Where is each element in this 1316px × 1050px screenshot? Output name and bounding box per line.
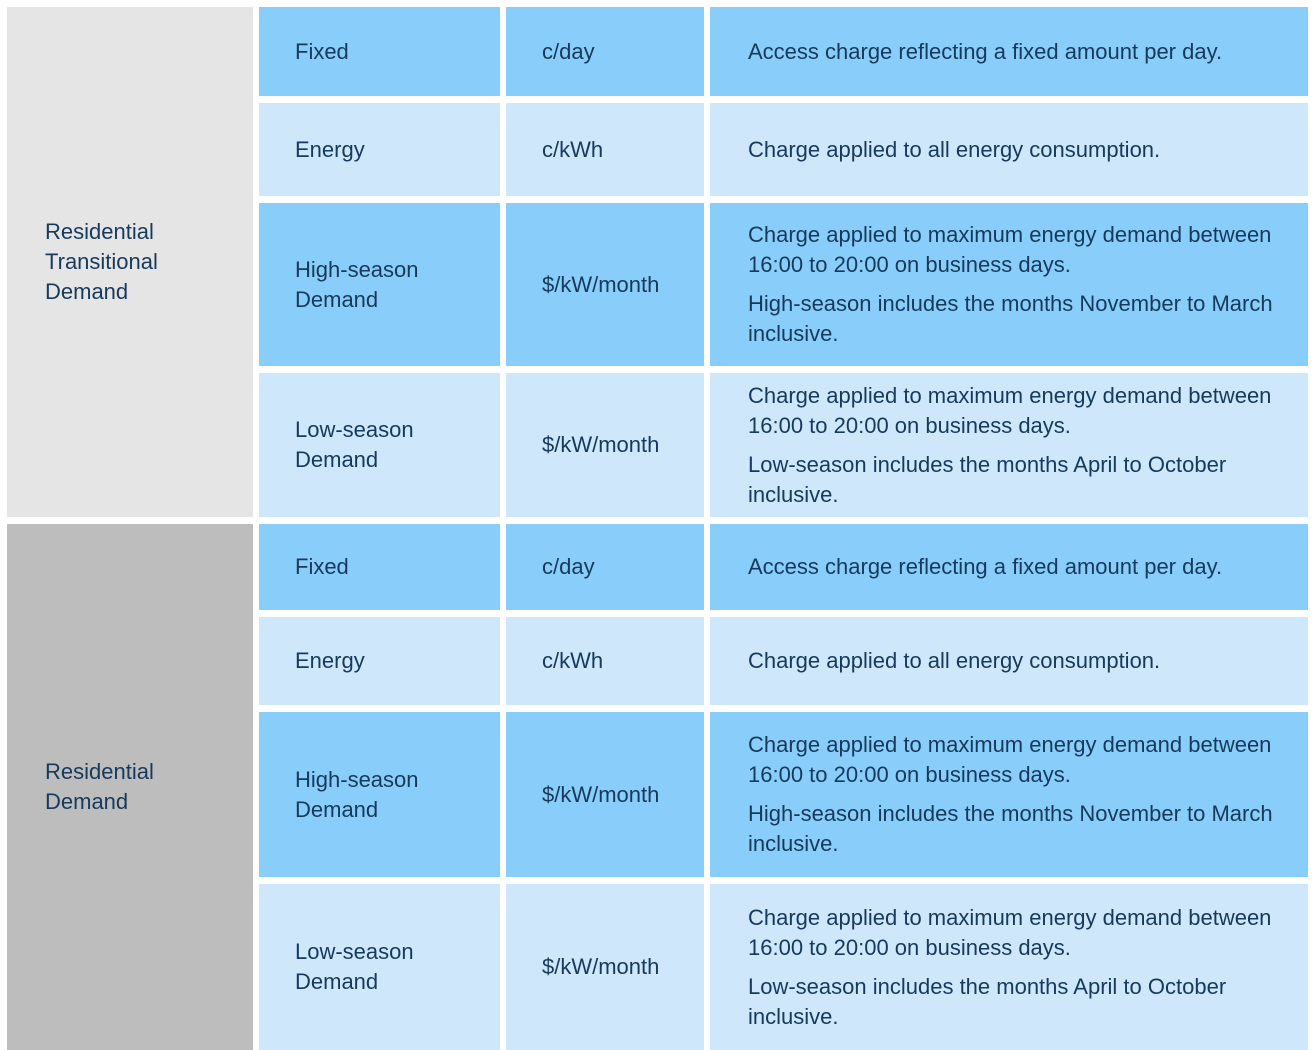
description-cell: Access charge reflecting a fixed amount … [710, 7, 1308, 96]
description-cell: Charge applied to all energy consumption… [710, 617, 1308, 705]
description-text: Low-season includes the months April to … [748, 973, 1227, 1029]
charge-type-label: Fixed [295, 554, 349, 579]
unit-cell: c/day [506, 7, 704, 96]
unit-cell: $/kW/month [506, 373, 704, 517]
unit-cell: c/day [506, 524, 704, 610]
charge-type-cell: Low-season Demand [259, 884, 500, 1050]
charge-type-cell: Energy [259, 617, 500, 705]
charge-type-label: Fixed [295, 38, 349, 64]
description-text: Access charge reflecting a fixed amount … [748, 38, 1223, 64]
charge-type-cell: Low-season Demand [259, 373, 500, 517]
description-cell: Access charge reflecting a fixed amount … [710, 524, 1308, 610]
description-text: Charge applied to maximum energy demand … [748, 732, 1272, 787]
charge-type-label: High-season Demand [295, 256, 419, 312]
description-text: Charge applied to maximum energy demand … [748, 904, 1272, 960]
description-text: Charge applied to all energy consumption… [748, 136, 1161, 162]
unit-label: $/kW/month [542, 271, 660, 297]
description-cell: Charge applied to maximum energy demand … [710, 712, 1308, 877]
description-cell: Charge applied to all energy consumption… [710, 103, 1308, 196]
unit-cell: $/kW/month [506, 712, 704, 877]
description-text: Charge applied to maximum energy demand … [748, 222, 1272, 277]
unit-label: $/kW/month [542, 432, 660, 457]
unit-label: c/day [542, 38, 595, 64]
group-label-cell-demand: Residential Demand [7, 524, 253, 1050]
unit-label: c/kWh [542, 136, 604, 162]
description-text: Charge applied to all energy consumption… [748, 648, 1161, 673]
charge-type-label: High-season Demand [295, 766, 419, 822]
group-label-cell-transitional: Residential Transitional Demand [7, 7, 253, 517]
charge-type-label: Low-season Demand [295, 417, 414, 472]
description-text: High-season includes the months November… [748, 291, 1273, 346]
unit-cell: c/kWh [506, 103, 704, 196]
unit-cell: $/kW/month [506, 203, 704, 366]
unit-label: $/kW/month [542, 781, 660, 807]
charge-type-label: Energy [295, 136, 365, 162]
unit-cell: $/kW/month [506, 884, 704, 1050]
group-label: Residential Demand [45, 759, 154, 814]
description-text: Charge applied to maximum energy demand … [748, 382, 1272, 438]
charge-type-cell: Fixed [259, 7, 500, 96]
unit-cell: c/kWh [506, 617, 704, 705]
description-cell: Charge applied to maximum energy demand … [710, 373, 1308, 517]
charge-type-cell: Fixed [259, 524, 500, 610]
charge-type-label: Low-season Demand [295, 939, 414, 994]
description-text: Low-season includes the months April to … [748, 451, 1227, 507]
group-label: Residential Transitional Demand [45, 219, 158, 304]
charge-type-cell: Energy [259, 103, 500, 196]
description-text: High-season includes the months November… [748, 801, 1273, 856]
charge-type-cell: High-season Demand [259, 712, 500, 877]
unit-label: $/kW/month [542, 954, 660, 979]
description-cell: Charge applied to maximum energy demand … [710, 203, 1308, 366]
unit-label: c/day [542, 554, 595, 579]
description-cell: Charge applied to maximum energy demand … [710, 884, 1308, 1050]
charge-type-label: Energy [295, 648, 365, 673]
description-text: Access charge reflecting a fixed amount … [748, 554, 1223, 579]
unit-label: c/kWh [542, 648, 604, 673]
charge-type-cell: High-season Demand [259, 203, 500, 366]
